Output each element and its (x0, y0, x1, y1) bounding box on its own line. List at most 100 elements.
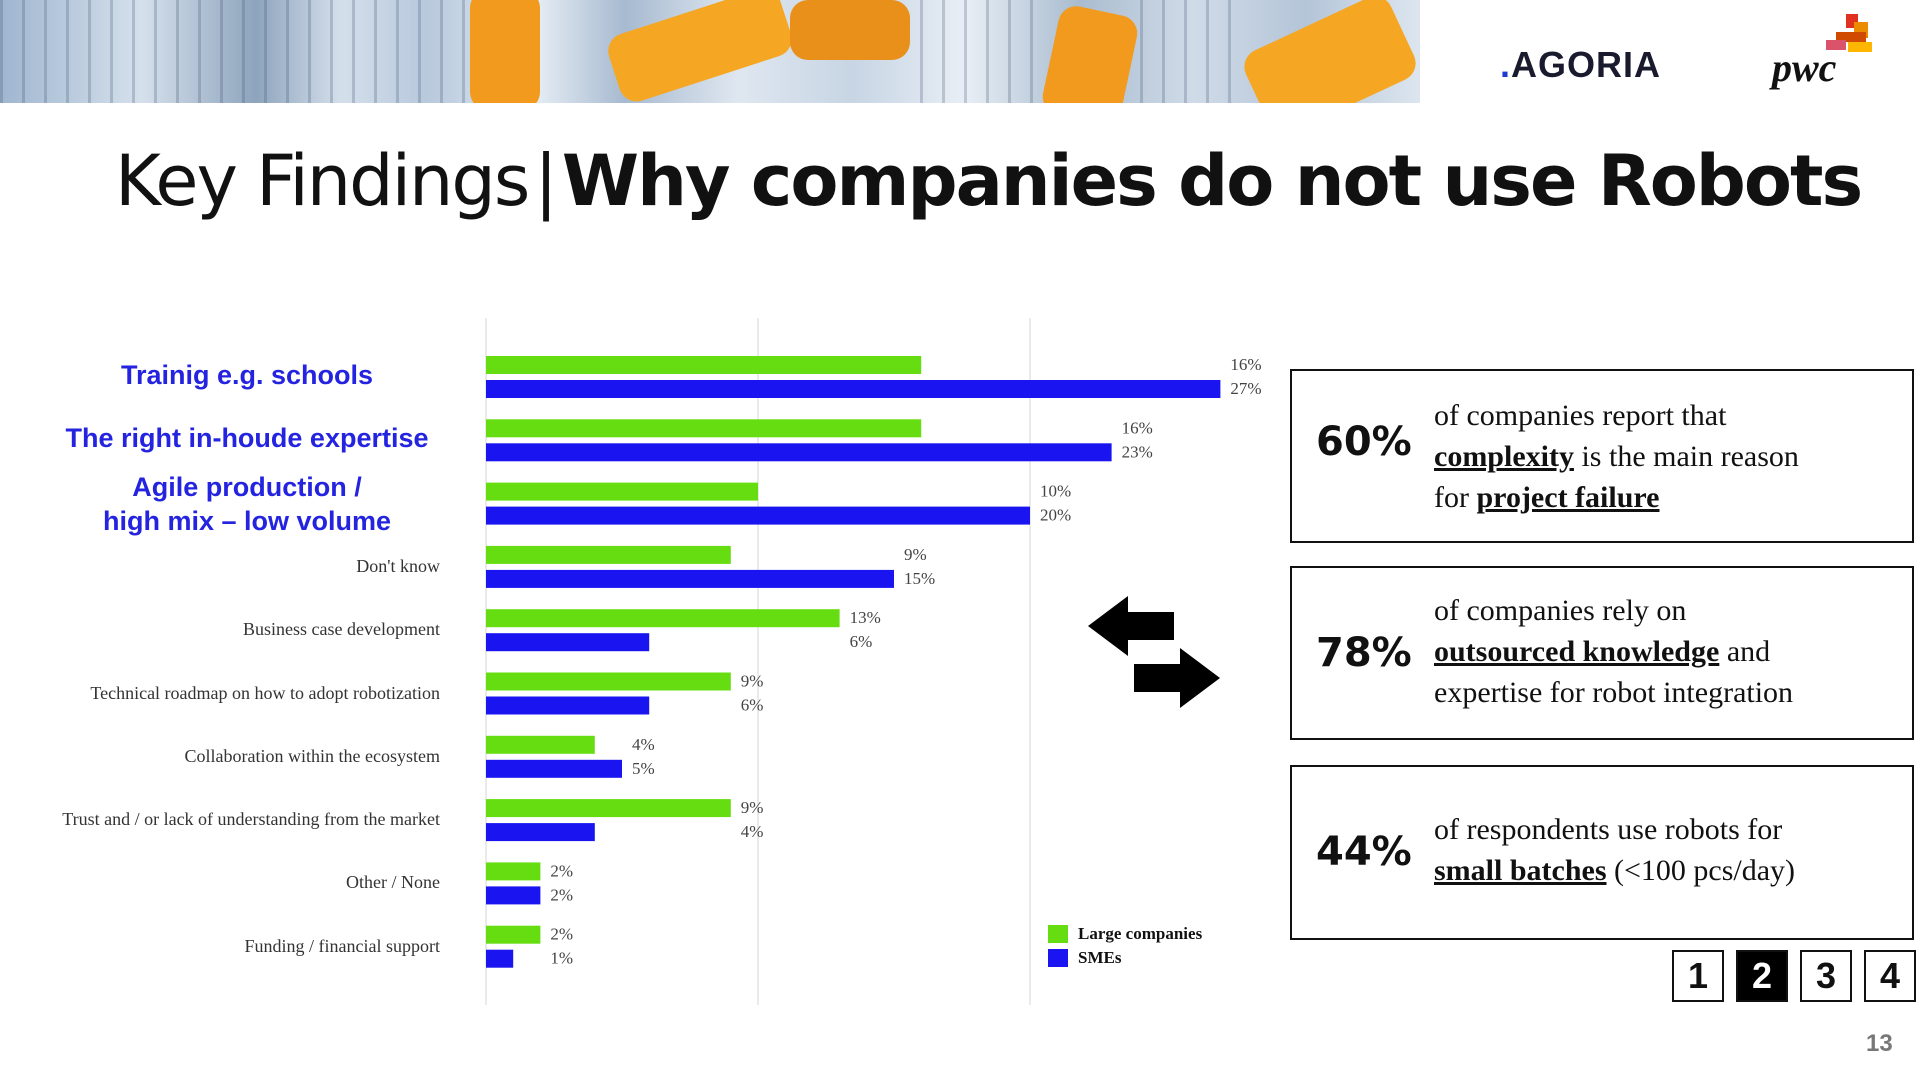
banner-robot-arm (1039, 2, 1141, 103)
category-label: Agile production / high mix – low volume (102, 471, 392, 536)
bar-smes (486, 380, 1221, 398)
title-separator: | (534, 140, 558, 222)
key-fact-line: expertise for robot integration (1434, 676, 1794, 709)
page-number: 13 (1866, 1030, 1893, 1057)
legend-item-large-companies: Large companies (1048, 922, 1202, 946)
bar-large-companies (486, 609, 840, 628)
key-fact-box: 44% of respondents use robots for small … (1290, 765, 1914, 940)
category-label: Trust and / or lack of understanding fro… (62, 809, 440, 830)
key-fact-box: 78% of companies rely on outsourced know… (1290, 566, 1914, 740)
bar-value-label: 9% (741, 672, 764, 691)
pwc-logo-blocks (1826, 14, 1872, 52)
bar-value-label: 10% (1040, 482, 1071, 501)
page-button-3[interactable]: 3 (1800, 950, 1852, 1002)
bar-smes (486, 443, 1112, 462)
chart-legend: Large companies SMEs (1048, 922, 1202, 970)
legend-item-smes: SMEs (1048, 946, 1202, 970)
category-label: Trainig e.g. schools (120, 360, 374, 390)
legend-swatch-large-companies (1048, 925, 1068, 943)
bar-value-label: 9% (741, 798, 764, 817)
bar-value-label: 9% (904, 545, 927, 564)
key-fact-line: of companies rely on (1434, 594, 1687, 627)
bar-value-label: 16% (1230, 355, 1261, 374)
banner-robot-arm (603, 0, 797, 103)
key-fact-emphasis: project failure (1476, 481, 1660, 514)
page-button-4[interactable]: 4 (1864, 950, 1916, 1002)
bar-value-label: 2% (550, 861, 573, 880)
bar-value-label: 15% (904, 569, 935, 588)
banner-robot-arm (1238, 0, 1420, 103)
swap-arrows-icon (1088, 596, 1220, 708)
bar-value-label: 4% (632, 735, 655, 754)
bar-large-companies (486, 799, 731, 818)
page-button-1[interactable]: 1 (1672, 950, 1724, 1002)
bar-smes (486, 696, 650, 715)
category-label: Other / None (346, 872, 440, 893)
bar-smes (486, 506, 1030, 525)
legend-swatch-smes (1048, 949, 1068, 967)
category-label: Business case development (243, 619, 440, 640)
bar-smes (486, 823, 595, 842)
bar-value-label: 6% (741, 696, 764, 715)
banner-machinery (920, 0, 1040, 103)
key-fact-text: of companies rely on outsourced knowledg… (1434, 590, 1793, 713)
key-fact-line: of companies report that (1434, 399, 1727, 432)
bar-smes (486, 759, 622, 778)
key-fact-line: small batches (<100 pcs/day) (1434, 854, 1796, 887)
category-label: The right in-houde expertise (65, 423, 429, 454)
bar-value-label: 5% (632, 759, 655, 778)
key-fact-text: of respondents use robots for small batc… (1434, 809, 1795, 891)
bar-value-label: 2% (550, 925, 573, 944)
bar-smes (486, 949, 514, 968)
bar-value-label: 16% (1122, 418, 1153, 437)
key-fact-emphasis: small batches (1434, 854, 1607, 887)
key-fact-box: 60% of companies report that complexity … (1290, 369, 1914, 543)
category-label: Don't know (356, 555, 440, 576)
slide-pager: 1 2 3 4 (1672, 950, 1916, 1002)
category-label: Collaboration within the ecosystem (184, 745, 440, 766)
bar-large-companies (486, 419, 922, 438)
key-fact-emphasis: complexity (1434, 440, 1574, 473)
category-label: Funding / financial support (244, 935, 440, 956)
key-fact-percentage: 44% (1316, 829, 1412, 875)
bar-large-companies (486, 862, 541, 881)
banner-robot-arm (790, 0, 910, 60)
bar-large-companies (486, 925, 541, 944)
bar-large-companies (486, 672, 731, 691)
key-fact-text: of companies report that complexity is t… (1434, 395, 1799, 518)
bar-chart: 16% 27% 16% 23% 10% 20% 9% 15% 13% 6% 9% 6% 4% 5% 9% 4%… (485, 318, 1262, 1005)
bar-large-companies (486, 356, 922, 374)
bar-value-label: 23% (1122, 442, 1153, 461)
category-label: Technical roadmap on how to adopt roboti… (90, 682, 440, 703)
bar-large-companies (486, 735, 595, 754)
title-headline: Why companies do not use Robots (561, 140, 1863, 222)
banner-robot-arm (470, 0, 540, 103)
key-fact-line: outsourced knowledge and (1434, 635, 1771, 668)
page-title: Key Findings|Why companies do not use Ro… (115, 140, 1863, 222)
banner-machinery (1140, 0, 1250, 103)
key-fact-percentage: 60% (1316, 419, 1412, 465)
bar-value-label: 1% (550, 949, 573, 968)
bar-large-companies (486, 545, 731, 564)
bar-smes (486, 633, 650, 652)
header-banner-image (0, 0, 1420, 103)
bar-value-label: 20% (1040, 506, 1071, 525)
bar-value-label: 4% (741, 822, 764, 841)
bar-smes (486, 569, 894, 588)
key-fact-percentage: 78% (1316, 630, 1412, 676)
bar-value-label: 2% (550, 885, 573, 904)
pwc-logo: pwc (1772, 45, 1837, 90)
legend-label: SMEs (1078, 948, 1122, 967)
page-button-2[interactable]: 2 (1736, 950, 1788, 1002)
key-fact-line: for project failure (1434, 481, 1660, 514)
legend-label: Large companies (1078, 924, 1203, 943)
title-key-findings: Key Findings (115, 140, 530, 222)
bar-smes (486, 886, 541, 905)
bar-value-label: 13% (850, 608, 881, 627)
key-fact-emphasis: outsourced knowledge (1434, 635, 1720, 668)
bar-value-label: 6% (850, 632, 873, 651)
bar-value-label: 27% (1230, 379, 1261, 398)
agoria-logo: .AGORIA (1500, 44, 1662, 85)
banner-machinery (0, 0, 480, 103)
key-fact-line: of respondents use robots for (1434, 813, 1783, 846)
